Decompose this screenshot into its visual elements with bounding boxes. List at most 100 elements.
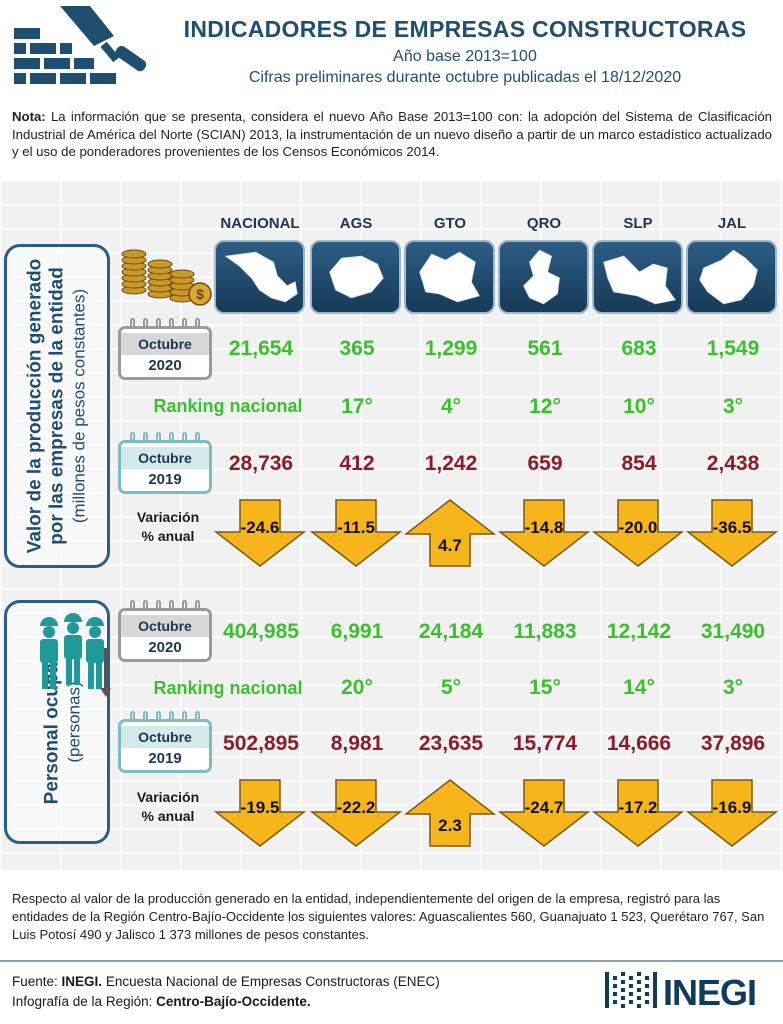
arrow-down-icon [498,779,590,847]
calendar-2019-personnel: Octubre 2019 [118,711,212,773]
production-2020-value-ags: 365 [339,337,375,360]
production-ranking-label: Ranking nacional [153,396,303,416]
production-variation-qro: -14.8 [498,498,590,568]
personnel-2020-value-gto: 24,184 [418,620,484,643]
arrow-down-icon [214,499,306,567]
personnel-variation-ags: -22.2 [310,778,402,848]
source-label: Fuente: [12,974,58,989]
note-label: Nota: [12,109,46,124]
arrow-down-icon [686,779,778,847]
production-side-panel: Valor de la producción generado por las … [4,244,110,568]
arrow-down-icon [498,499,590,567]
calendar-month: Octubre [121,447,209,469]
production-2020-value-qro: 561 [527,337,563,360]
production-2020-value-jal: 1,549 [706,337,760,360]
variation-value: -24.7 [524,798,564,817]
variation-value: -17.2 [618,798,658,817]
column-header-nacional: NACIONAL [220,215,300,232]
personnel-2019-value-slp: 14,666 [606,732,672,755]
personnel-2019-value-jal: 37,896 [700,732,766,755]
arrow-down-icon [592,779,684,847]
source-org: INEGI. [61,974,103,989]
production-ranking-qro: 12° [529,395,561,418]
personnel-2020-value-nacional: 404,985 [223,620,299,643]
map-jal-icon [686,240,777,314]
calendar-2019-production: Octubre 2019 [118,432,212,494]
column-header-ags: AGS [339,215,373,232]
column-header-gto: GTO [433,215,467,232]
personnel-variation-qro: -24.7 [498,778,590,848]
calendar-year: 2020 [148,357,182,374]
personnel-ranking-jal: 3° [722,676,744,699]
personnel-2020-value-qro: 11,883 [513,620,577,643]
variation-value: 2.3 [438,816,462,835]
base-year-text: Año base 2013=100 [393,48,537,65]
production-variation-ags: -11.5 [310,498,402,568]
personnel-ranking-qro: 15° [529,676,561,699]
variation-value: -14.8 [524,518,564,537]
personnel-2019-value-qro: 15,774 [512,732,578,755]
personnel-variation-slp: -17.2 [592,778,684,848]
bricks-trowel-logo-icon [10,6,152,94]
production-2020-value-gto: 1,299 [424,337,478,360]
publication-text: Cifras preliminares durante octubre publ… [248,69,682,86]
production-title-line1: Valor de la producción generado [24,258,46,554]
svg-text:$: $ [196,286,204,302]
personnel-ranking-label: Ranking nacional [153,678,303,698]
production-2019-value-ags: 412 [339,452,375,475]
region-label: Infografía de la Región: [12,994,153,1009]
inegi-wordmark: INEGI [663,972,757,1013]
variation-label-line2: % anual [141,528,195,544]
source-text: Encuesta Nacional de Empresas Constructo… [105,974,440,989]
arrow-down-icon [686,499,778,567]
arrow-down-icon [310,779,402,847]
production-title-line2: por las empresas de la entidad [46,267,68,545]
arrow-up-icon [404,499,496,567]
map-qro-icon [498,240,589,314]
arrow-down-icon [310,499,402,567]
production-ranking-jal: 3° [722,395,744,418]
map-gto-icon [404,240,495,314]
variation-label-line1: Variación [136,509,200,525]
production-variation-label: Variación % anual [120,508,216,546]
personnel-2020-value-slp: 12,142 [606,620,672,643]
variation-label-line2: % anual [141,808,195,824]
column-header-slp: SLP [623,215,653,232]
calendar-month: Octubre [121,333,209,355]
production-2019-value-gto: 1,242 [424,452,478,475]
variation-value: -16.9 [712,798,752,817]
calendar-year: 2019 [148,471,182,488]
inegi-dots-icon [605,972,657,1008]
note-text: La información que se presenta, consider… [12,109,772,159]
production-variation-gto: 4.7 [404,498,496,568]
production-ranking-gto: 4° [440,395,462,418]
personnel-variation-jal: -16.9 [686,778,778,848]
variation-value: -24.6 [240,518,280,537]
footer-divider [0,960,783,962]
variation-value: -19.5 [240,798,280,817]
arrow-down-icon [214,779,306,847]
variation-value: -20.0 [618,518,658,537]
variation-label-line1: Variación [136,789,200,805]
personnel-2019-value-nacional: 502,895 [223,732,299,755]
production-units: (millones de pesos constantes) [69,288,89,524]
personnel-ranking-slp: 14° [623,676,655,699]
production-2020-value-nacional: 21,654 [228,337,294,360]
page-subtitle: Año base 2013=100 Cifras preliminares du… [160,46,770,88]
production-variation-nacional: -24.6 [214,498,306,568]
personnel-variation-label: Variación % anual [120,788,216,826]
variation-value: -11.5 [337,518,375,537]
production-2019-value-qro: 659 [527,452,563,475]
calendar-2020-personnel: Octubre 2020 [118,600,212,662]
production-variation-slp: -20.0 [592,498,684,568]
personnel-2020-value-jal: 31,490 [700,620,766,643]
page-title: INDICADORES DE EMPRESAS CONSTRUCTORAS [183,16,747,42]
production-2020-value-slp: 683 [621,337,657,360]
calendar-month: Octubre [121,615,209,637]
footnote: Respecto al valor de la producción gener… [12,891,765,942]
calendar-year: 2020 [148,639,182,656]
arrow-down-icon [592,499,684,567]
inegi-logo: INEGI [605,970,770,1013]
production-variation-jal: -36.5 [686,498,778,568]
production-2019-value-jal: 2,438 [706,452,760,475]
